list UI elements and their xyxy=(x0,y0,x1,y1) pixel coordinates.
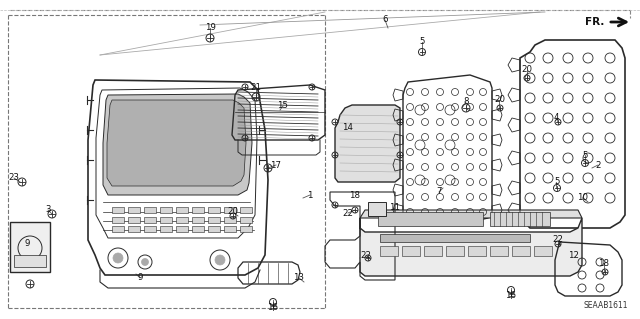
Text: 21: 21 xyxy=(250,84,262,93)
Polygon shape xyxy=(107,100,246,186)
FancyBboxPatch shape xyxy=(446,246,464,256)
FancyBboxPatch shape xyxy=(160,226,172,232)
FancyBboxPatch shape xyxy=(112,207,124,213)
Circle shape xyxy=(215,255,225,265)
FancyBboxPatch shape xyxy=(176,226,188,232)
FancyBboxPatch shape xyxy=(240,207,252,213)
FancyBboxPatch shape xyxy=(160,217,172,223)
Text: 5: 5 xyxy=(582,151,588,160)
FancyBboxPatch shape xyxy=(378,212,483,226)
FancyBboxPatch shape xyxy=(192,226,204,232)
Text: 22: 22 xyxy=(342,209,353,218)
Polygon shape xyxy=(360,218,582,276)
FancyBboxPatch shape xyxy=(112,226,124,232)
Text: 22: 22 xyxy=(552,235,563,244)
Text: 5: 5 xyxy=(419,38,425,47)
Polygon shape xyxy=(10,222,50,272)
FancyBboxPatch shape xyxy=(128,217,140,223)
FancyBboxPatch shape xyxy=(176,207,188,213)
Text: 14: 14 xyxy=(342,123,353,132)
FancyBboxPatch shape xyxy=(490,212,550,226)
FancyBboxPatch shape xyxy=(192,207,204,213)
FancyBboxPatch shape xyxy=(240,217,252,223)
Text: SEAAB1611: SEAAB1611 xyxy=(584,301,628,310)
Text: 15: 15 xyxy=(278,101,289,110)
Text: 10: 10 xyxy=(577,194,589,203)
Polygon shape xyxy=(103,94,252,195)
FancyBboxPatch shape xyxy=(208,217,220,223)
Text: 11: 11 xyxy=(390,204,401,212)
FancyBboxPatch shape xyxy=(128,207,140,213)
FancyBboxPatch shape xyxy=(224,226,236,232)
Text: 18: 18 xyxy=(349,190,360,199)
Text: FR.: FR. xyxy=(584,17,604,27)
Text: 22: 22 xyxy=(360,250,371,259)
FancyBboxPatch shape xyxy=(128,226,140,232)
Text: 13: 13 xyxy=(294,273,305,283)
FancyBboxPatch shape xyxy=(160,207,172,213)
FancyBboxPatch shape xyxy=(224,207,236,213)
Text: 20: 20 xyxy=(522,65,532,75)
Text: 16: 16 xyxy=(506,292,516,300)
FancyBboxPatch shape xyxy=(240,226,252,232)
FancyBboxPatch shape xyxy=(176,217,188,223)
FancyBboxPatch shape xyxy=(144,226,156,232)
FancyBboxPatch shape xyxy=(208,207,220,213)
Circle shape xyxy=(141,258,148,265)
Text: 2: 2 xyxy=(595,160,601,169)
Text: 6: 6 xyxy=(382,16,388,25)
FancyBboxPatch shape xyxy=(224,217,236,223)
FancyBboxPatch shape xyxy=(112,217,124,223)
Text: 12: 12 xyxy=(568,250,579,259)
FancyBboxPatch shape xyxy=(208,226,220,232)
FancyBboxPatch shape xyxy=(490,246,508,256)
Polygon shape xyxy=(360,210,582,218)
FancyBboxPatch shape xyxy=(14,255,46,267)
FancyBboxPatch shape xyxy=(144,207,156,213)
Text: 19: 19 xyxy=(205,24,216,33)
FancyBboxPatch shape xyxy=(512,246,530,256)
Text: 7: 7 xyxy=(436,188,442,197)
Text: 18: 18 xyxy=(598,258,609,268)
Circle shape xyxy=(113,253,123,263)
FancyBboxPatch shape xyxy=(468,246,486,256)
Text: 23: 23 xyxy=(8,174,19,182)
Text: 4: 4 xyxy=(553,114,559,122)
FancyBboxPatch shape xyxy=(380,234,530,242)
FancyBboxPatch shape xyxy=(144,217,156,223)
FancyBboxPatch shape xyxy=(402,246,420,256)
FancyBboxPatch shape xyxy=(192,217,204,223)
Text: 9: 9 xyxy=(24,239,29,248)
Text: 20: 20 xyxy=(227,207,239,217)
Text: 3: 3 xyxy=(45,205,51,214)
FancyBboxPatch shape xyxy=(424,246,442,256)
Polygon shape xyxy=(335,105,400,182)
Text: 20: 20 xyxy=(495,95,506,105)
Text: 17: 17 xyxy=(271,160,282,169)
Text: 16: 16 xyxy=(268,303,278,313)
FancyBboxPatch shape xyxy=(380,246,398,256)
FancyBboxPatch shape xyxy=(368,202,386,216)
Text: 5: 5 xyxy=(554,177,560,187)
Text: 1: 1 xyxy=(307,190,313,199)
Text: 9: 9 xyxy=(138,273,143,283)
FancyBboxPatch shape xyxy=(534,246,552,256)
Text: 8: 8 xyxy=(463,98,468,107)
